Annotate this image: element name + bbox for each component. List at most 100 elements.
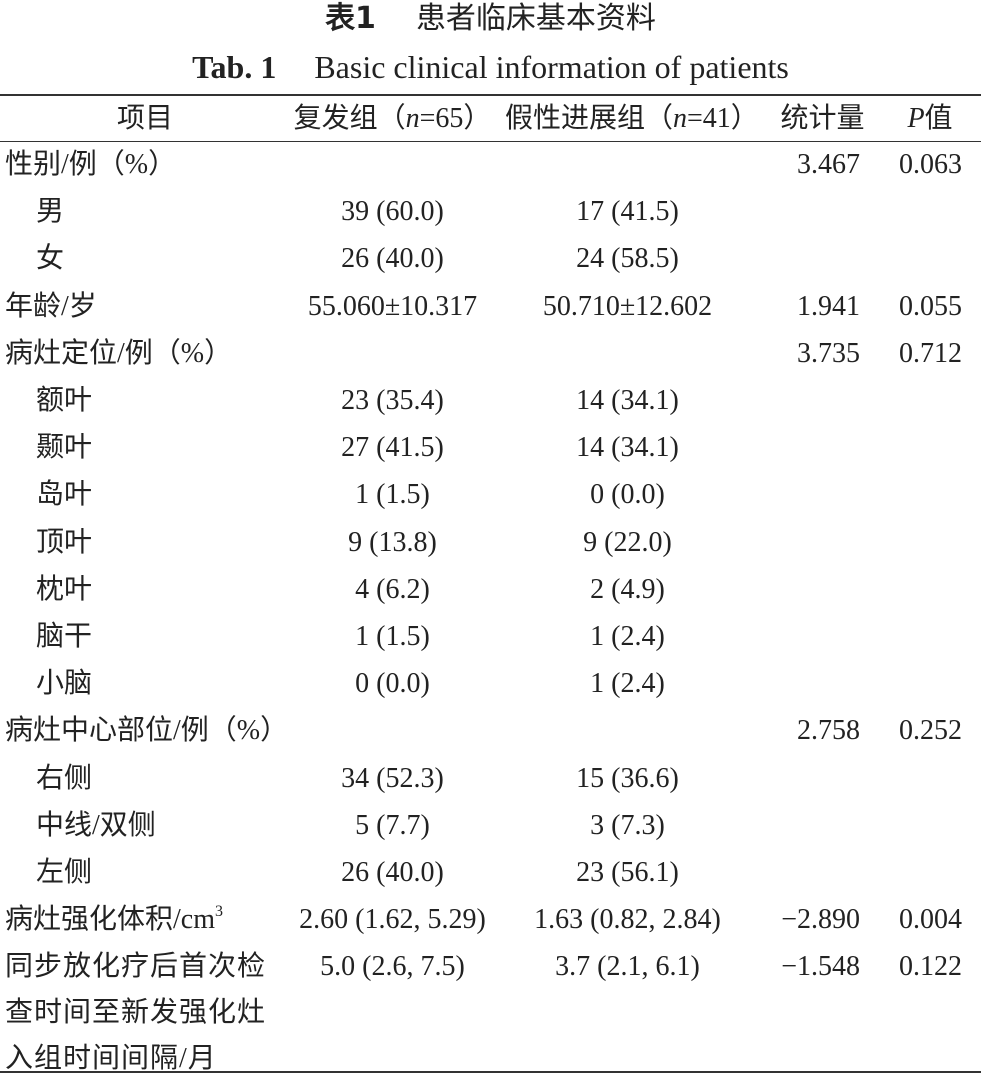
cell: 2.758 [797,715,860,747]
header-text: 假性进展组（ [505,103,674,134]
cell: 0 (0.0) [355,668,430,700]
cell: 3.467 [797,149,860,180]
cell: 23 (56.1) [576,857,679,888]
row-label: 病灶定位/例（%） [5,331,232,377]
row-label: 中线/双侧 [36,803,156,849]
cell: 0.004 [899,904,962,936]
caption-en: Tab. 1 Basic clinical information of pati… [0,50,981,84]
row-label-text: 男 [36,196,65,228]
cell: 0.063 [899,149,962,180]
cell: −2.890 [781,904,860,936]
row-label-text: 查时间至新发强化灶 [5,997,267,1029]
cell: 24 (58.5) [576,243,679,275]
header-text: n [673,103,688,134]
row-label-text: 脑干 [36,621,93,652]
cell: 9 (22.0) [583,526,672,558]
cell: 1.63 (0.82, 2.84) [534,904,721,936]
row-label: 女 [36,236,64,282]
row-label-text: 额叶 [36,385,93,416]
row-label-text: 女 [36,243,65,275]
header-cell: 复发组（n=65） [290,102,495,136]
row-label: 同步放化疗后首次检 查时间至新发强化灶 入组时间间隔/月 [5,944,266,1076]
cell: 14 (34.1) [576,385,679,416]
row-label: 病灶中心部位/例（%） [5,708,288,754]
row-label: 脑干 [36,614,92,660]
header-rule [0,141,981,142]
header-cell: 假性进展组（n=41） [505,102,759,136]
row-label-text: 病灶中心部位/例（%） [5,715,289,747]
row-label-text: 病灶强化体积/cm [5,904,215,936]
cell: 4 (6.2) [355,573,430,605]
cell: 17 (41.5) [576,196,679,228]
row-label-text: 左侧 [36,857,93,888]
header-text: =41） [687,103,759,134]
row-label-text: 病灶定位/例（%） [5,337,233,369]
row-label: 小脑 [36,661,92,707]
caption-label: 表1 [325,1,376,36]
cell: 5.0 (2.6, 7.5) [320,951,465,983]
row-label-text: 同步放化疗后首次检 [5,951,267,983]
header-text: 统计量 [780,103,865,134]
row-label: 岛叶 [36,472,92,518]
header-text: =65） [419,103,492,134]
cell: 0.252 [899,715,962,747]
cell: 15 (36.6) [576,762,679,794]
header-text: P [907,103,925,134]
caption-title: Basic clinical information of patients [314,49,789,85]
cell: 39 (60.0) [341,196,444,228]
row-label: 男 [36,189,64,235]
caption-cn: 表1 患者临床基本资料 [0,2,981,36]
header-text: 值 [924,103,953,134]
row-label: 左侧 [36,850,92,896]
cell: 0.055 [899,290,962,322]
cell: 14 (34.1) [576,432,679,464]
row-label-text: 岛叶 [36,479,93,511]
row-label-text: 小脑 [36,668,93,700]
cell: 0.712 [899,337,962,369]
cell: 55.060±10.317 [307,290,478,322]
header-cell: P值 [890,102,970,136]
cell: 2.60 (1.62, 5.29) [299,904,486,936]
cell: 34 (52.3) [341,762,444,794]
row-label: 右侧 [36,756,92,802]
cell: 1.941 [797,290,860,322]
row-label-text: 入组时间间隔/月 [5,1043,217,1075]
cell: 3.735 [797,337,860,369]
caption-label: Tab. 1 [192,49,277,85]
header-text: 项目 [116,103,173,134]
cell: 27 (41.5) [341,432,444,464]
row-label-text: 年龄/岁 [5,290,97,322]
cell: 1 (2.4) [590,668,665,700]
caption-title: 患者临床基本资料 [415,1,656,36]
cell: 3.7 (2.1, 6.1) [555,951,700,983]
bottom-rule [0,1071,981,1073]
row-label-text: 中线/双侧 [36,809,156,841]
cell: 50.710±12.602 [542,290,713,322]
row-label-text: 右侧 [36,762,93,794]
cell: 26 (40.0) [341,857,444,888]
header-cell: 统计量 [770,102,875,136]
cell: 1 (1.5) [355,479,430,511]
cell: 0.122 [899,951,962,983]
cell: 26 (40.0) [341,243,444,275]
top-rule [0,94,981,96]
cell: 1 (1.5) [355,621,430,652]
row-label-text: 性别/例（%） [5,149,177,180]
cell: 1 (2.4) [590,621,665,652]
row-label: 性别/例（%） [5,142,176,188]
header-text: 复发组（ [293,103,406,134]
cell: 23 (35.4) [341,385,444,416]
row-label: 病灶强化体积/cm3 [5,897,223,943]
row-label-text: 顶叶 [36,526,93,558]
row-label: 枕叶 [36,567,92,613]
header-cell: 项目 [5,102,285,136]
cell: 3 (7.3) [590,809,665,841]
header-text: n [405,103,420,134]
row-label: 年龄/岁 [5,284,97,330]
row-label: 额叶 [36,378,92,424]
cell: 5 (7.7) [355,809,430,841]
cell: 0 (0.0) [590,479,665,511]
cell: −1.548 [781,951,860,983]
cell: 2 (4.9) [590,573,665,605]
